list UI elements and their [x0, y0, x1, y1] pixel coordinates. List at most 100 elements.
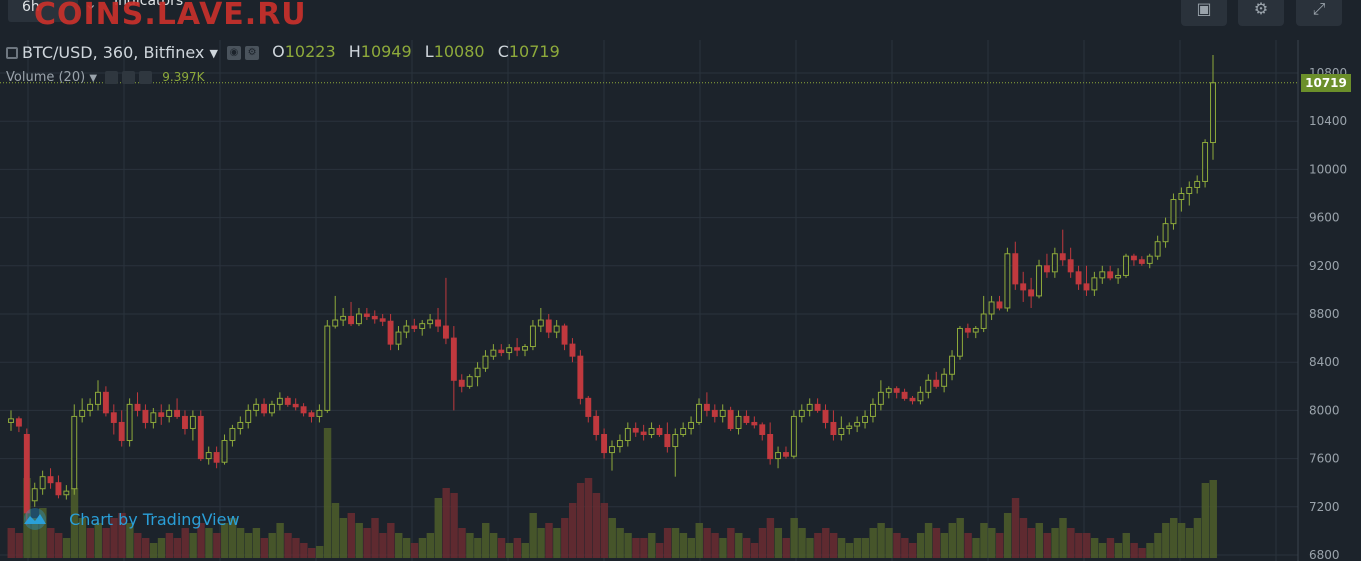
- candle-body: [577, 355, 584, 399]
- candle-body: [862, 415, 869, 423]
- volume-bar: [1051, 528, 1059, 558]
- candle-body: [174, 409, 181, 417]
- candle-body: [284, 397, 291, 405]
- volume-bar: [885, 528, 893, 558]
- candle-body: [189, 415, 196, 429]
- candle-body: [917, 391, 924, 402]
- candle-body: [941, 373, 948, 387]
- candle-body: [237, 421, 244, 429]
- volume-bar: [173, 538, 182, 558]
- volume-bar: [988, 528, 996, 558]
- volume-bar: [308, 548, 316, 558]
- volume-bar: [86, 528, 95, 558]
- volume-bar: [916, 533, 925, 558]
- volume-bar: [94, 523, 102, 558]
- candle-body: [411, 325, 418, 329]
- volume-bars: [7, 428, 1217, 558]
- chevron-down-icon[interactable]: ▼: [89, 73, 98, 84]
- volume-bar: [909, 543, 917, 558]
- volume-bar: [1177, 523, 1186, 558]
- volume-bar: [671, 528, 680, 558]
- volume-bar: [236, 528, 245, 558]
- candle-body: [1186, 186, 1193, 195]
- drag-handle-icon[interactable]: [6, 46, 18, 59]
- volume-bar: [513, 538, 522, 558]
- candle-body: [1012, 253, 1019, 285]
- candle-body: [1075, 271, 1082, 285]
- volume-bar: [268, 533, 276, 558]
- candle-body: [672, 434, 679, 448]
- candle-body: [1115, 274, 1122, 279]
- candle-body: [648, 427, 655, 436]
- volume-bar: [363, 528, 371, 558]
- candle-body: [15, 418, 22, 427]
- settings-icon[interactable]: [122, 71, 136, 84]
- candle-body: [656, 427, 663, 436]
- price-tick-label: 9600: [1309, 211, 1340, 225]
- volume-bar: [600, 503, 609, 558]
- volume-value: 9.397K: [162, 70, 205, 84]
- volume-bar: [1067, 528, 1075, 558]
- volume-bar: [1035, 523, 1043, 558]
- settings-icon[interactable]: ⚙: [245, 45, 260, 60]
- volume-bar: [608, 518, 616, 558]
- candle-body: [1202, 142, 1209, 182]
- candle-body: [1146, 255, 1153, 264]
- candle-body: [63, 490, 70, 496]
- candle-body: [1051, 253, 1058, 273]
- symbol-label[interactable]: BTC/USD, 360, Bitfinex: [22, 43, 205, 62]
- candle-body: [632, 427, 639, 433]
- volume-bar: [149, 543, 158, 558]
- candle-body: [355, 313, 362, 325]
- volume-bar: [1138, 548, 1146, 558]
- candle-body: [901, 391, 908, 399]
- candle-body: [419, 323, 426, 329]
- chevron-down-icon[interactable]: ▼: [209, 47, 218, 60]
- volume-bar: [1011, 498, 1020, 558]
- volume-bar: [134, 533, 142, 558]
- candle-body: [1194, 180, 1201, 188]
- gear-icon[interactable]: ⚙: [1238, 0, 1284, 26]
- candle-body: [340, 315, 347, 321]
- candle-body: [379, 318, 386, 322]
- volume-bar: [181, 528, 189, 558]
- volume-bar: [956, 518, 964, 558]
- volume-bar: [228, 518, 237, 558]
- price-tick-label: 10000: [1309, 162, 1347, 176]
- candle-body: [1083, 283, 1090, 291]
- volume-bar: [711, 533, 719, 558]
- candle-body: [854, 421, 861, 427]
- candle-body: [466, 376, 473, 387]
- fullscreen-icon[interactable]: ⤢: [1296, 0, 1342, 26]
- candle-body: [1043, 265, 1050, 273]
- candle-body: [1028, 289, 1035, 297]
- tradingview-branding[interactable]: Chart by TradingView: [20, 508, 240, 534]
- volume-bar: [742, 538, 751, 558]
- indicators-button[interactable]: Indicators: [114, 0, 184, 9]
- volume-bar: [1090, 538, 1099, 558]
- volume-bar: [1106, 538, 1115, 558]
- close-icon[interactable]: [139, 71, 153, 84]
- candle-body: [814, 403, 821, 411]
- eye-icon[interactable]: [105, 71, 119, 84]
- volume-bar: [861, 538, 870, 558]
- volume-bar: [750, 543, 759, 558]
- interval-button[interactable]: 6h: [8, 0, 78, 22]
- branding-text[interactable]: Chart by TradingView: [69, 509, 240, 529]
- eye-icon[interactable]: ◉: [227, 45, 242, 60]
- high-value: 10949: [360, 42, 412, 61]
- volume-bar: [1083, 533, 1091, 558]
- candle-body: [442, 325, 449, 339]
- volume-bar: [972, 538, 980, 558]
- price-axis: 6800 7200 7600 8000 8400 8800 9200 9600 10000 104…: [1297, 40, 1347, 561]
- candle-body: [767, 434, 774, 460]
- candle-body: [553, 325, 560, 333]
- chevron-down-icon[interactable]: ⌄: [84, 0, 98, 13]
- volume-label[interactable]: Volume (20): [6, 70, 86, 85]
- volume-bar: [395, 533, 403, 558]
- candle-body: [213, 452, 220, 463]
- camera-icon[interactable]: ▣: [1181, 0, 1227, 26]
- volume-bar: [47, 528, 55, 558]
- candle-body: [529, 325, 536, 348]
